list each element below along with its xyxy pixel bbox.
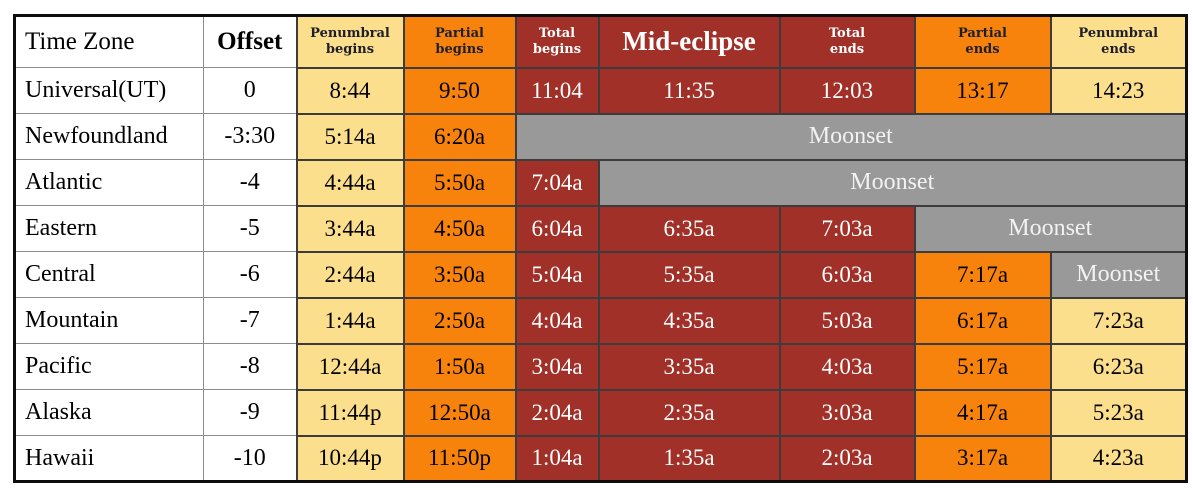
table-body: Universal(UT) 0 8:44 9:50 11:04 11:35 12:03 13:… <box>14 66 1188 483</box>
time-cell: 1:44a <box>295 296 405 345</box>
timezone-cell: Atlantic <box>14 159 204 206</box>
timezone-cell: Hawaii <box>14 435 204 482</box>
offset-cell: -5 <box>203 205 297 252</box>
column-header-penumbral-ends: Penumbral ends <box>1049 14 1188 69</box>
time-cell: 4:44a <box>295 158 405 207</box>
time-cell: 1:35a <box>597 434 781 483</box>
time-cell: 6:35a <box>597 204 781 253</box>
column-header-time-zone: Time Zone <box>14 15 204 68</box>
time-cell: 4:17a <box>913 388 1052 437</box>
time-cell: 4:50a <box>402 204 517 253</box>
column-header-total-begins: Total begins <box>514 14 600 69</box>
time-cell: 11:44p <box>295 388 405 437</box>
time-cell: 7:03a <box>778 204 916 253</box>
time-cell: 2:03a <box>778 434 916 483</box>
time-cell: 3:44a <box>295 204 405 253</box>
time-cell: 5:35a <box>597 250 781 299</box>
timezone-cell: Pacific <box>14 343 204 390</box>
table-row: Mountain -7 1:44a 2:50a 4:04a 4:35a 5:03a 6:17a… <box>14 296 1188 345</box>
column-header-mid-eclipse: Mid-eclipse <box>597 14 781 69</box>
offset-cell: 0 <box>203 67 297 114</box>
time-cell: 2:04a <box>514 388 600 437</box>
time-cell: 6:04a <box>514 204 600 253</box>
offset-cell: -3:30 <box>203 113 297 160</box>
time-cell: 5:50a <box>402 158 517 207</box>
time-cell: 3:17a <box>913 434 1052 483</box>
time-cell: 3:35a <box>597 342 781 391</box>
time-cell: 4:35a <box>597 296 781 345</box>
time-cell: 4:04a <box>514 296 600 345</box>
time-cell: 1:50a <box>402 342 517 391</box>
header-row: Time Zone Offset Penumbral begins Partial beg… <box>14 14 1188 69</box>
timezone-cell: Newfoundland <box>14 113 204 160</box>
time-cell: 13:17 <box>913 66 1052 115</box>
moonset-cell: Moonset <box>1049 250 1188 299</box>
time-cell: 5:23a <box>1049 388 1188 437</box>
time-cell: 7:17a <box>913 250 1052 299</box>
eclipse-time-zone-table: Time Zone Offset Penumbral begins Partial beg… <box>13 14 1188 483</box>
time-cell: 11:50p <box>402 434 517 483</box>
table-row: Eastern -5 3:44a 4:50a 6:04a 6:35a 7:03a Moonse… <box>14 204 1188 253</box>
time-cell: 9:50 <box>402 66 517 115</box>
time-cell: 7:04a <box>514 158 600 207</box>
table-header: Time Zone Offset Penumbral begins Partial beg… <box>14 14 1188 69</box>
table-row: Hawaii -10 10:44p 11:50p 1:04a 1:35a 2:03a 3:17… <box>14 434 1188 483</box>
column-header-offset: Offset <box>203 15 297 68</box>
timezone-cell: Universal(UT) <box>14 67 204 114</box>
time-cell: 5:03a <box>778 296 916 345</box>
moonset-cell: Moonset <box>913 204 1188 253</box>
time-cell: 4:23a <box>1049 434 1188 483</box>
table-row: Atlantic -4 4:44a 5:50a 7:04a Moonset <box>14 158 1188 207</box>
table-row: Newfoundland -3:30 5:14a 6:20a Moonset <box>14 112 1188 161</box>
moonset-cell: Moonset <box>514 112 1188 161</box>
time-cell: 2:44a <box>295 250 405 299</box>
time-cell: 10:44p <box>295 434 405 483</box>
time-cell: 12:44a <box>295 342 405 391</box>
time-cell: 14:23 <box>1049 66 1188 115</box>
column-header-partial-ends: Partial ends <box>913 14 1052 69</box>
column-header-partial-begins: Partial begins <box>402 14 517 69</box>
time-cell: 6:17a <box>913 296 1052 345</box>
time-cell: 8:44 <box>295 66 405 115</box>
timezone-cell: Mountain <box>14 297 204 344</box>
offset-cell: -10 <box>203 435 297 482</box>
column-header-penumbral-begins: Penumbral begins <box>295 14 405 69</box>
time-cell: 3:50a <box>402 250 517 299</box>
table-row: Pacific -8 12:44a 1:50a 3:04a 3:35a 4:03a 5:17a… <box>14 342 1188 391</box>
eclipse-timetable: Time Zone Offset Penumbral begins Partial beg… <box>13 14 1188 483</box>
time-cell: 12:03 <box>778 66 916 115</box>
time-cell: 3:03a <box>778 388 916 437</box>
table-row: Universal(UT) 0 8:44 9:50 11:04 11:35 12:03 13:… <box>14 66 1188 115</box>
table-row: Alaska -9 11:44p 12:50a 2:04a 2:35a 3:03a 4:17a… <box>14 388 1188 437</box>
time-cell: 6:03a <box>778 250 916 299</box>
time-cell: 5:04a <box>514 250 600 299</box>
offset-cell: -8 <box>203 343 297 390</box>
moonset-cell: Moonset <box>597 158 1188 207</box>
time-cell: 1:04a <box>514 434 600 483</box>
time-cell: 7:23a <box>1049 296 1188 345</box>
time-cell: 2:35a <box>597 388 781 437</box>
time-cell: 5:14a <box>295 112 405 161</box>
table-row: Central -6 2:44a 3:50a 5:04a 5:35a 6:03a 7:17a M… <box>14 250 1188 299</box>
offset-cell: -9 <box>203 389 297 436</box>
time-cell: 4:03a <box>778 342 916 391</box>
time-cell: 12:50a <box>402 388 517 437</box>
time-cell: 3:04a <box>514 342 600 391</box>
time-cell: 5:17a <box>913 342 1052 391</box>
time-cell: 11:35 <box>597 66 781 115</box>
offset-cell: -7 <box>203 297 297 344</box>
timezone-cell: Eastern <box>14 205 204 252</box>
time-cell: 6:23a <box>1049 342 1188 391</box>
column-header-total-ends: Total ends <box>778 14 916 69</box>
offset-cell: -6 <box>203 251 297 298</box>
time-cell: 6:20a <box>402 112 517 161</box>
timezone-cell: Alaska <box>14 389 204 436</box>
time-cell: 11:04 <box>514 66 600 115</box>
offset-cell: -4 <box>203 159 297 206</box>
time-cell: 2:50a <box>402 296 517 345</box>
timezone-cell: Central <box>14 251 204 298</box>
